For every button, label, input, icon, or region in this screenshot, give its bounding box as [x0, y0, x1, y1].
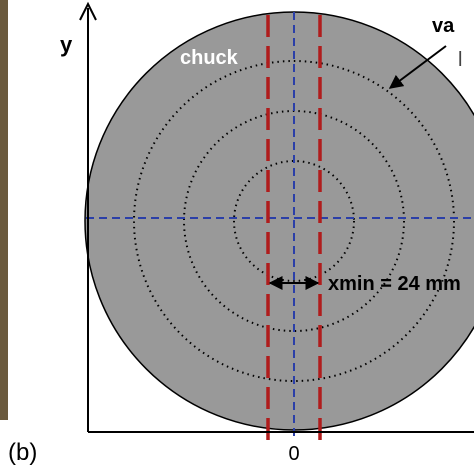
top-right-label: va	[432, 15, 455, 37]
center-lines	[86, 12, 474, 440]
panel-label: (b)	[8, 439, 37, 466]
photo-edge	[0, 0, 8, 420]
chuck-disk	[84, 11, 474, 431]
pointer-arrow	[388, 45, 447, 89]
axes	[79, 1, 474, 433]
red-lines	[266, 15, 322, 440]
chuck-label: chuck	[180, 47, 239, 69]
xmin-label: xmin = 24 mm	[328, 273, 461, 295]
y-label: y	[60, 32, 73, 57]
top-right-label-2: l	[458, 49, 462, 71]
origin-label: 0	[288, 443, 299, 465]
